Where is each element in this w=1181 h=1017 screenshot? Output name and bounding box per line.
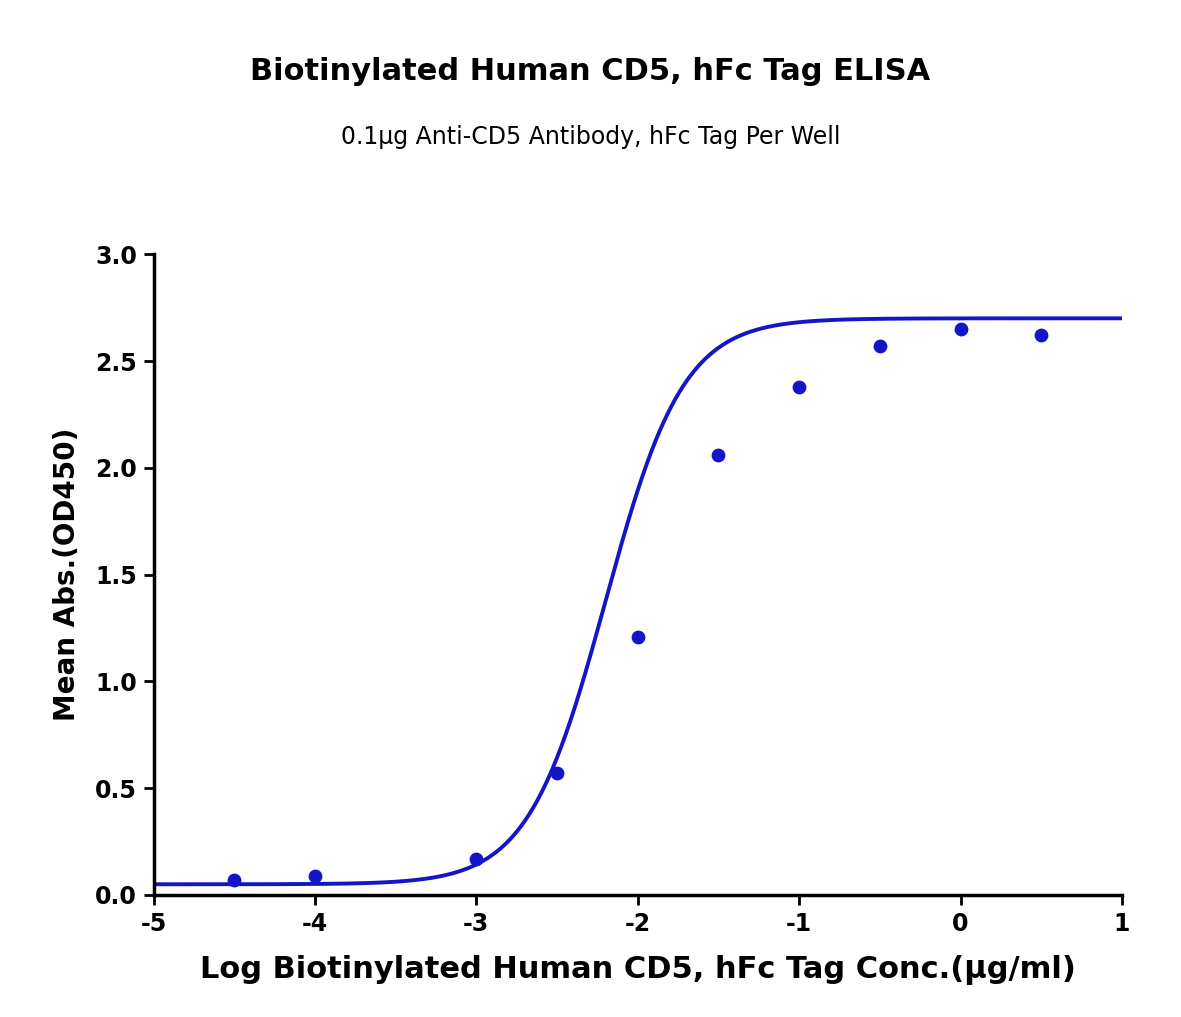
Y-axis label: Mean Abs.(OD450): Mean Abs.(OD450)	[53, 428, 81, 721]
Point	[870, 338, 889, 354]
Point	[224, 872, 243, 888]
Point	[1032, 327, 1051, 344]
Point	[790, 378, 809, 395]
Text: 0.1μg Anti-CD5 Antibody, hFc Tag Per Well: 0.1μg Anti-CD5 Antibody, hFc Tag Per Wel…	[341, 125, 840, 149]
Text: Biotinylated Human CD5, hFc Tag ELISA: Biotinylated Human CD5, hFc Tag ELISA	[250, 57, 931, 85]
Point	[628, 629, 647, 645]
Point	[466, 850, 485, 866]
Point	[951, 321, 970, 338]
X-axis label: Log Biotinylated Human CD5, hFc Tag Conc.(μg/ml): Log Biotinylated Human CD5, hFc Tag Conc…	[200, 955, 1076, 985]
Point	[548, 765, 567, 781]
Point	[709, 446, 727, 463]
Point	[306, 868, 325, 884]
